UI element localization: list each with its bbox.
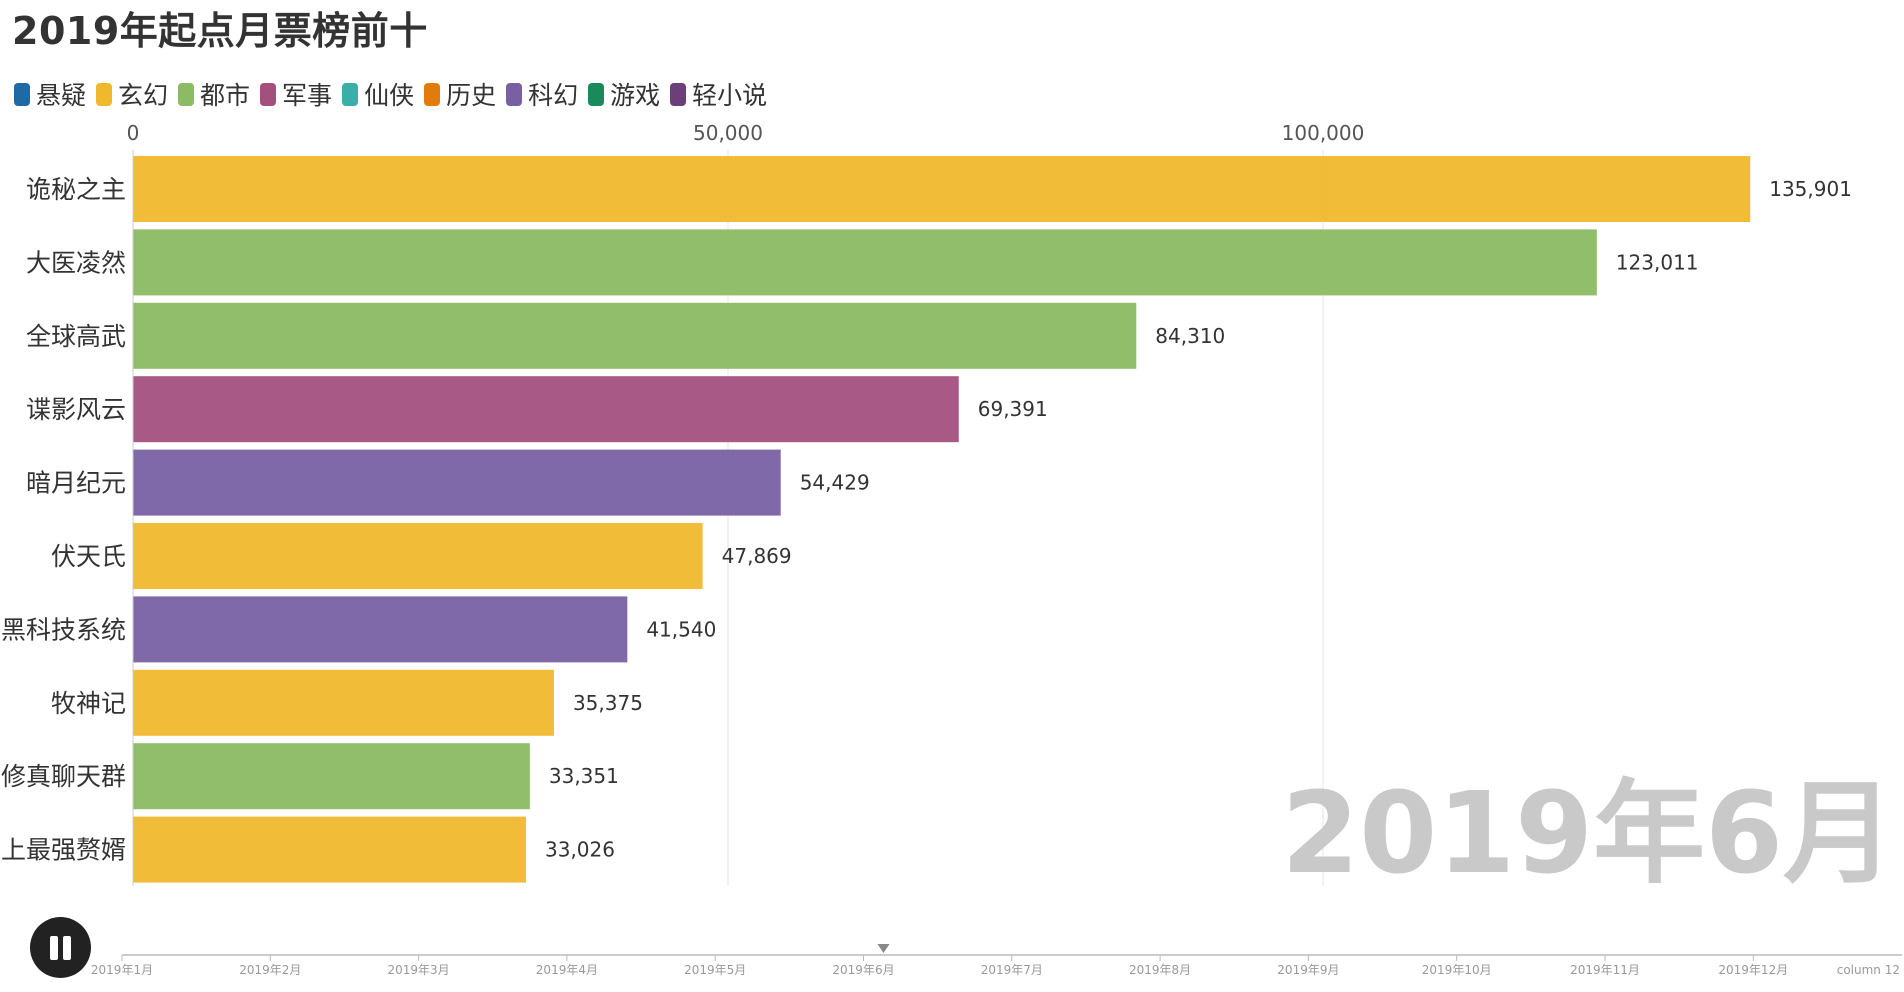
timeline-label[interactable]: column 12: [1837, 963, 1900, 977]
timeline-label[interactable]: 2019年12月: [1718, 963, 1788, 977]
bar[interactable]: [133, 523, 703, 589]
category-label: 谍影风云: [26, 395, 126, 424]
legend-item[interactable]: 军事: [260, 76, 332, 112]
category-label: 伏天氏: [51, 542, 126, 571]
timeline-label[interactable]: 2019年9月: [1277, 963, 1339, 977]
legend-swatch: [96, 82, 113, 106]
legend-label: 悬疑: [36, 81, 87, 110]
bar[interactable]: [133, 449, 781, 516]
bar[interactable]: [133, 302, 1137, 369]
legend-item[interactable]: 科幻: [506, 76, 578, 112]
category-label: 牧神记: [51, 689, 126, 718]
legend-label: 都市: [200, 81, 251, 110]
category-label: 大医凌然: [26, 248, 126, 277]
x-tick-label: 50,000: [693, 121, 763, 145]
timeline-label[interactable]: 2019年7月: [981, 963, 1043, 977]
category-label: 修真聊天群: [1, 762, 126, 791]
legend-label: 玄幻: [118, 81, 169, 110]
timeline-label[interactable]: 2019年8月: [1129, 963, 1191, 977]
bar[interactable]: [133, 376, 959, 443]
category-label: 黑科技系统: [1, 615, 126, 644]
timeline-label[interactable]: 2019年1月: [91, 963, 153, 977]
legend-swatch: [260, 82, 277, 106]
value-label: 47,869: [722, 544, 792, 568]
legend-item[interactable]: 仙侠: [342, 76, 414, 112]
x-tick-label: 0: [127, 121, 140, 145]
legend-swatch: [670, 82, 687, 106]
timeline-label[interactable]: 2019年3月: [388, 963, 450, 977]
legend-label: 轻小说: [692, 81, 768, 110]
category-label: 暗月纪元: [26, 469, 126, 498]
timeline-label[interactable]: 2019年6月: [832, 963, 894, 977]
legend-label: 仙侠: [364, 81, 415, 110]
legend-item[interactable]: 游戏: [588, 76, 660, 112]
timeline-label[interactable]: 2019年4月: [536, 963, 598, 977]
legend-swatch: [506, 82, 523, 106]
x-tick-label: 100,000: [1282, 121, 1365, 145]
bar[interactable]: [133, 596, 628, 663]
category-label: 诡秘之主: [26, 175, 126, 204]
category-label: 史上最强赘婿: [0, 836, 126, 865]
value-label: 84,310: [1155, 324, 1225, 348]
value-label: 33,351: [549, 764, 619, 788]
bar[interactable]: [133, 743, 530, 810]
legend-swatch: [424, 82, 441, 106]
timeline-label[interactable]: 2019年11月: [1570, 963, 1640, 977]
legend-item[interactable]: 历史: [424, 76, 496, 112]
bar[interactable]: [133, 229, 1597, 296]
bar[interactable]: [133, 156, 1751, 222]
legend-item[interactable]: 轻小说: [670, 76, 767, 112]
pause-button[interactable]: [30, 917, 91, 978]
timeline-label[interactable]: 2019年5月: [684, 963, 746, 977]
value-label: 41,540: [646, 617, 716, 641]
value-label: 135,901: [1769, 177, 1852, 201]
legend-swatch: [342, 82, 359, 106]
legend-item[interactable]: 玄幻: [96, 76, 168, 112]
legend-swatch: [178, 82, 195, 106]
value-label: 54,429: [800, 471, 870, 495]
legend-item[interactable]: 都市: [178, 76, 250, 112]
value-label: 35,375: [573, 691, 643, 715]
chart-title: 2019年起点月票榜前十: [12, 9, 428, 53]
timeline-cursor[interactable]: [877, 944, 890, 953]
value-label: 69,391: [978, 397, 1048, 421]
period-watermark: 2019年6月: [1281, 769, 1895, 899]
legend-swatch: [14, 82, 30, 106]
legend: 悬疑 玄幻 都市 军事 仙侠 历史 科幻 游戏 轻小说: [14, 76, 767, 112]
timeline-label[interactable]: 2019年2月: [239, 963, 301, 977]
legend-item[interactable]: 悬疑: [14, 76, 86, 112]
value-label: 33,026: [545, 838, 615, 862]
value-label: 123,011: [1616, 250, 1699, 274]
legend-label: 历史: [446, 81, 497, 110]
bar[interactable]: [133, 816, 527, 883]
bar[interactable]: [133, 669, 554, 736]
legend-swatch: [588, 82, 605, 106]
legend-label: 科幻: [528, 81, 579, 110]
pause-icon: [63, 936, 71, 960]
category-label: 全球高武: [26, 322, 126, 351]
legend-label: 游戏: [610, 81, 661, 110]
timeline-label[interactable]: 2019年10月: [1422, 963, 1492, 977]
legend-label: 军事: [282, 81, 333, 110]
pause-icon: [50, 936, 58, 960]
